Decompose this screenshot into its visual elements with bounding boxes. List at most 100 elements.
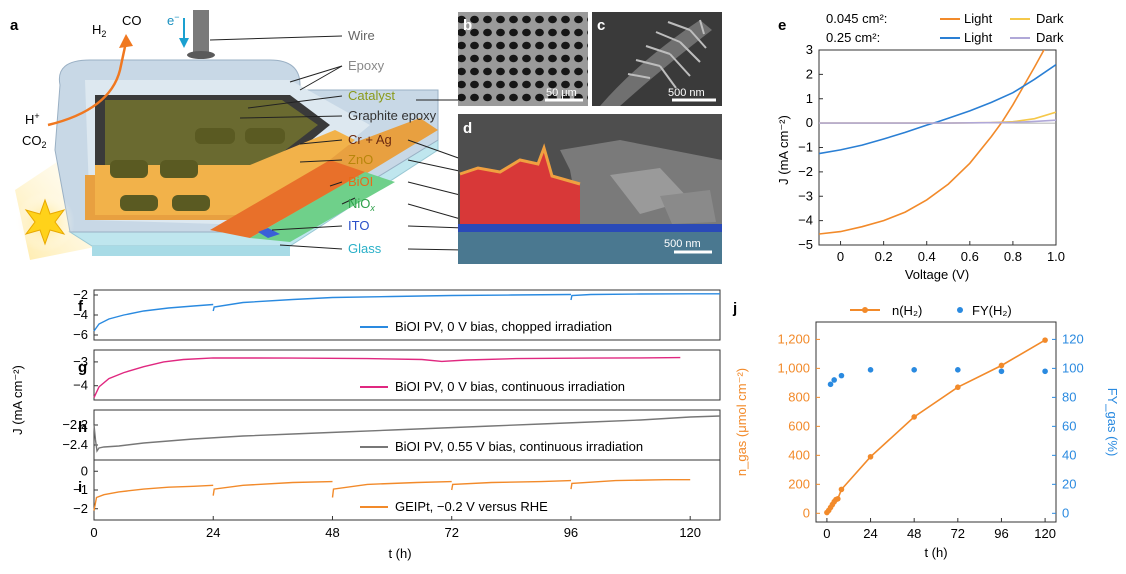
ytick-label-e-7: −4 — [798, 213, 813, 228]
n-point-12 — [1042, 337, 1048, 343]
ylabel-fghi: J (mA cm⁻²) — [10, 365, 25, 435]
leader-to-d-0 — [407, 139, 465, 161]
n-point-11 — [998, 362, 1005, 369]
n-point-6 — [835, 496, 841, 502]
layer-label-6: BiOI — [348, 174, 373, 189]
leader-line-1 — [289, 65, 343, 83]
panel-label-c: c — [597, 17, 605, 34]
bioi-layer-highlight — [460, 148, 580, 224]
panel-label-j: j — [732, 300, 737, 317]
leader-to-d-2 — [407, 181, 465, 197]
crystal-flake — [660, 190, 716, 224]
panel-e-jv-curves: e 0.045 cm²: 0.25 cm²: Light Dark Light … — [776, 11, 1065, 282]
trace-i-0 — [93, 484, 214, 511]
panel-b-sem: b 50 μm — [458, 12, 588, 106]
trace-g-0 — [93, 356, 681, 398]
plot-area-j: 0 24 48 72 96 1201,2001,000800600400200012010… — [777, 331, 1083, 541]
leader-line-3 — [239, 115, 343, 119]
ytick-label-e-5: −2 — [798, 164, 813, 179]
xtick-label-e-3: 0.6 — [961, 249, 979, 264]
panel-label-b: b — [463, 17, 472, 34]
leader-line-9 — [279, 244, 343, 250]
ytick-label-f-2: −6 — [73, 327, 88, 342]
leader-line-4 — [299, 139, 343, 145]
layer-label-3: Graphite epoxy — [348, 108, 437, 123]
xtick-label-e-4: 0.8 — [1004, 249, 1022, 264]
ytick-label-i-2: −2 — [73, 501, 88, 516]
ytick-right-label-j-5: 20 — [1062, 476, 1076, 491]
layer-label-text-0: Wire — [348, 28, 375, 43]
layer-label-sub-7: x — [369, 203, 375, 213]
ylabel-left-j: n_gas (μmol cm⁻²) — [734, 368, 749, 476]
legend-area-2: 0.25 cm²: — [826, 30, 880, 45]
ytick-right-label-j-6: 0 — [1062, 505, 1069, 520]
leader-to-d-4 — [407, 225, 465, 229]
arrow-head-icon — [119, 34, 133, 48]
xtick-label-e-5: 1.0 — [1047, 249, 1065, 264]
ytick-right-label-j-0: 120 — [1062, 331, 1084, 346]
ylabel-right-j: FY_gas (%) — [1105, 388, 1120, 457]
legend-label-f: BiOI PV, 0 V bias, chopped irradiation — [395, 319, 612, 334]
panel-j-gas-yield: j n(H₂) FY(H₂) 0 24 48 72 96 1201,2001,000800… — [732, 300, 1120, 560]
panel-label-i: i — [78, 479, 82, 496]
leader-line-epoxy-2 — [299, 65, 343, 91]
fy-point-5 — [955, 367, 961, 373]
layer-label-8: ITO — [348, 218, 369, 233]
ytick-right-label-j-1: 100 — [1062, 360, 1084, 375]
fy-point-0 — [827, 381, 834, 388]
n-point-9 — [911, 414, 917, 420]
series-e-2 — [819, 63, 1056, 155]
fy-point-3 — [867, 367, 874, 373]
layer-label-2: Catalyst — [348, 88, 395, 103]
ytick-label-e-0: 3 — [806, 42, 813, 57]
wire — [193, 10, 209, 55]
fy-point-4 — [911, 367, 917, 373]
leader-to-d-3 — [407, 203, 465, 221]
leader-line-7 — [341, 197, 356, 205]
xtick-label-j-5: 120 — [1034, 526, 1056, 541]
layer-label-text-3: Graphite epoxy — [348, 108, 437, 123]
legend-n-marker — [862, 307, 868, 313]
trace-f-1 — [212, 293, 572, 312]
ytick-left-label-j-0: 1,200 — [777, 331, 810, 346]
ylabel-e: J (mA cm⁻²) — [776, 115, 791, 185]
glass-layer-highlight — [458, 232, 722, 264]
trace-i-1 — [212, 480, 333, 496]
reaction-arrow — [47, 41, 128, 127]
ytick-left-label-j-3: 600 — [788, 418, 810, 433]
xlabel-fghi: t (h) — [388, 546, 411, 561]
xtick-label-j-1: 24 — [863, 526, 877, 541]
ytick-label-i-0: 0 — [81, 463, 88, 478]
leader-line-8 — [271, 225, 343, 231]
series-e-3 — [819, 119, 1056, 124]
ytick-label-e-2: 1 — [806, 91, 813, 106]
layer-label-9: Glass — [348, 241, 382, 256]
xlabel-j: t (h) — [924, 545, 947, 560]
xtick-label-fghi-3: 72 — [444, 525, 458, 540]
grid-window — [195, 128, 235, 144]
legend-label-i: GEIPt, −0.2 V versus RHE — [395, 499, 548, 514]
legend-fy-marker — [957, 307, 963, 313]
trace-i-4 — [570, 479, 691, 490]
layer-label-text-7: NiO — [348, 196, 370, 211]
glass-front — [92, 246, 290, 256]
xtick-label-j-3: 72 — [951, 526, 965, 541]
panel-label-f: f — [78, 298, 84, 315]
trace-i-3 — [451, 479, 572, 491]
layer-label-text-9: Glass — [348, 241, 382, 256]
layer-labels: Wire Epoxy Catalyst Graphite epoxy Cr + Ag Zn… — [209, 28, 465, 256]
panel-c-sem: c 500 nm — [592, 12, 722, 106]
panel-d-cross-section: d 500 nm — [458, 114, 722, 264]
panel-label-a: a — [10, 17, 19, 34]
sun-icon — [24, 198, 66, 246]
panel-label-h: h — [78, 419, 87, 436]
leader-to-d-1 — [407, 159, 465, 173]
ito-layer-highlight — [458, 224, 722, 232]
ytick-label-f-0: −2 — [73, 287, 88, 302]
panel-label-e: e — [778, 17, 786, 34]
xtick-label-fghi-0: 0 — [90, 525, 97, 540]
legend-light-2: Light — [964, 30, 993, 45]
xtick-label-fghi-4: 96 — [564, 525, 578, 540]
xtick-label-fghi-2: 48 — [325, 525, 339, 540]
sem-image-porous — [458, 12, 588, 106]
